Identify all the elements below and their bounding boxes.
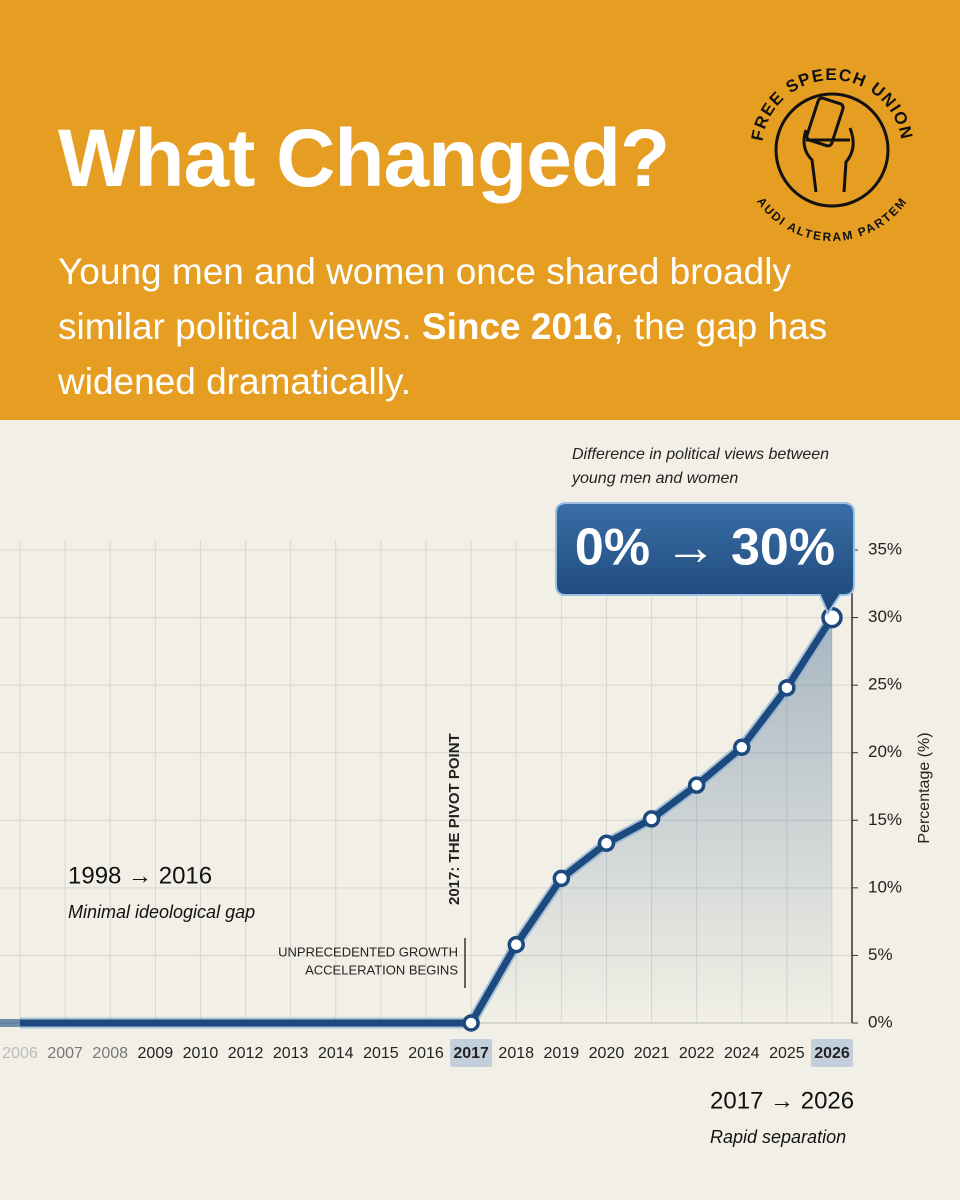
pivot-note: ACCELERATION BEGINS xyxy=(305,962,458,977)
subtitle-emphasis: Since 2016 xyxy=(421,306,614,347)
x-tick-label: 2007 xyxy=(47,1045,83,1062)
period-note: Minimal ideological gap xyxy=(68,902,255,922)
x-tick-label: 2009 xyxy=(138,1045,174,1062)
point xyxy=(642,810,661,828)
x-tick-label: 2012 xyxy=(228,1045,264,1062)
y-tick-label: 5% xyxy=(868,945,893,964)
x-tick-label: 2008 xyxy=(92,1045,128,1062)
logo-bottom: AUDI ALTERAM PARTEM xyxy=(754,195,910,245)
x-tick-label: 2020 xyxy=(589,1045,625,1062)
period-note: Rapid separation xyxy=(710,1127,846,1147)
x-tick-label: 2021 xyxy=(634,1045,670,1062)
y-tick-label: 10% xyxy=(868,877,902,896)
caption: young men and women xyxy=(571,470,738,487)
x-tick-label: 2025 xyxy=(769,1045,805,1062)
x-label-highlight xyxy=(450,1039,493,1067)
y-tick-label: 15% xyxy=(868,810,902,829)
period-range: 2017 → 2026 xyxy=(710,1087,854,1114)
point xyxy=(507,935,525,954)
logo-phone xyxy=(805,96,845,148)
logo-top-text: FREE SPEECH UNION xyxy=(748,65,914,142)
caption: Difference in political views between xyxy=(572,446,829,463)
x-tick-label: 2014 xyxy=(318,1045,354,1062)
point xyxy=(687,776,706,794)
y-tick-label: 30% xyxy=(868,607,902,626)
logo-ring xyxy=(774,92,890,208)
callout-box xyxy=(555,502,855,616)
y-tick-label: 35% xyxy=(868,539,902,558)
subtitle: Young men and women once shared broadly … xyxy=(58,244,838,409)
point xyxy=(733,738,751,757)
y-tick-label: 25% xyxy=(868,675,902,694)
x-tick-label: 2024 xyxy=(724,1045,760,1062)
x-label-highlight xyxy=(811,1039,853,1067)
y-tick-label: 20% xyxy=(868,742,902,761)
title: What Changed? xyxy=(58,113,670,204)
x-tick-label: 2016 xyxy=(408,1045,444,1062)
pivot-label: 2017: THE PIVOT POINT xyxy=(446,733,463,905)
x-tick-label: 2013 xyxy=(273,1045,309,1062)
y-axis-label: Percentage (%) xyxy=(916,732,933,843)
callout-text: 0% → 30% xyxy=(575,519,835,577)
pivot-note: UNPRECEDENTED GROWTH xyxy=(278,944,458,959)
x-tick-label: 2010 xyxy=(183,1045,219,1062)
logo: FREE SPEECH UNION AUDI ALTERAM PARTEM xyxy=(748,65,916,245)
point xyxy=(597,834,616,853)
logo-fist xyxy=(802,127,855,193)
point xyxy=(778,679,796,697)
x-tick-label: 2018 xyxy=(498,1045,534,1062)
point xyxy=(462,1014,480,1032)
logo-bottom-text: AUDI ALTERAM PARTEM xyxy=(754,195,908,245)
period-range: 1998 → 2016 xyxy=(68,862,212,889)
x-tick-label: 2022 xyxy=(679,1045,715,1062)
subtitle-text: , the gap has widened dramatically. xyxy=(58,306,828,402)
x-tick-label: 2026 xyxy=(814,1045,850,1062)
x-tick-label: 2019 xyxy=(544,1045,580,1062)
subtitle-text: Young men and women once shared broadly … xyxy=(58,251,791,347)
y-tick-label: 0% xyxy=(868,1012,893,1031)
point xyxy=(552,869,571,888)
x-tick-label: 2015 xyxy=(363,1045,399,1062)
header: What Changed? Young men and women once s… xyxy=(0,0,960,420)
point xyxy=(821,606,843,629)
logo-top: FREE SPEECH UNION xyxy=(748,65,916,142)
x-tick-label: 2006 xyxy=(2,1045,38,1062)
x-tick-label: 2017 xyxy=(453,1045,489,1062)
